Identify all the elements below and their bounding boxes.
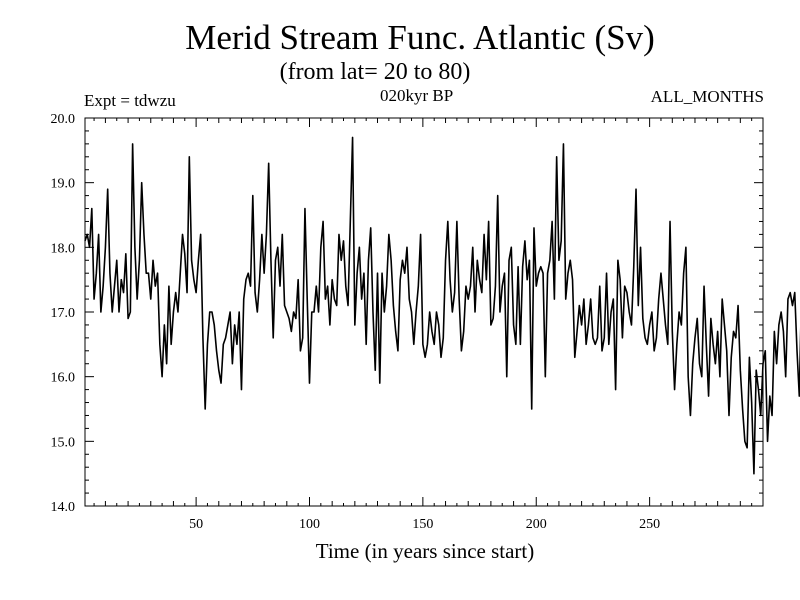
x-tick-label: 50 bbox=[189, 517, 203, 532]
chart-subtitle: (from lat= 20 to 80) bbox=[279, 59, 471, 85]
y-tick-label: 19.0 bbox=[51, 177, 76, 192]
experiment-annotation: Expt = tdwzu bbox=[84, 91, 176, 110]
y-tick-label: 14.0 bbox=[51, 500, 76, 515]
y-tick-label: 17.0 bbox=[51, 306, 76, 321]
y-tick-label: 16.0 bbox=[51, 371, 76, 386]
y-tick-label: 15.0 bbox=[51, 435, 76, 450]
x-tick-label: 150 bbox=[412, 517, 433, 532]
axis-ticks bbox=[85, 118, 763, 506]
y-tick-labels: 14.0 15.0 16.0 17.0 18.0 19.0 20.0 bbox=[51, 112, 76, 515]
x-tick-label: 100 bbox=[299, 517, 320, 532]
y-tick-label: 18.0 bbox=[51, 241, 76, 256]
x-tick-label: 250 bbox=[639, 517, 660, 532]
series-line bbox=[84, 136, 800, 475]
chart-title: Merid Stream Func. Atlantic (Sv) bbox=[185, 18, 655, 57]
period-annotation: 020kyr BP bbox=[380, 86, 454, 105]
x-axis-label: Time (in years since start) bbox=[315, 539, 535, 563]
x-tick-label: 200 bbox=[526, 517, 547, 532]
y-tick-label: 20.0 bbox=[51, 112, 76, 127]
months-annotation: ALL_MONTHS bbox=[650, 87, 764, 106]
plot-frame bbox=[84, 117, 764, 507]
x-tick-labels: 50 100 150 200 250 bbox=[189, 517, 660, 532]
